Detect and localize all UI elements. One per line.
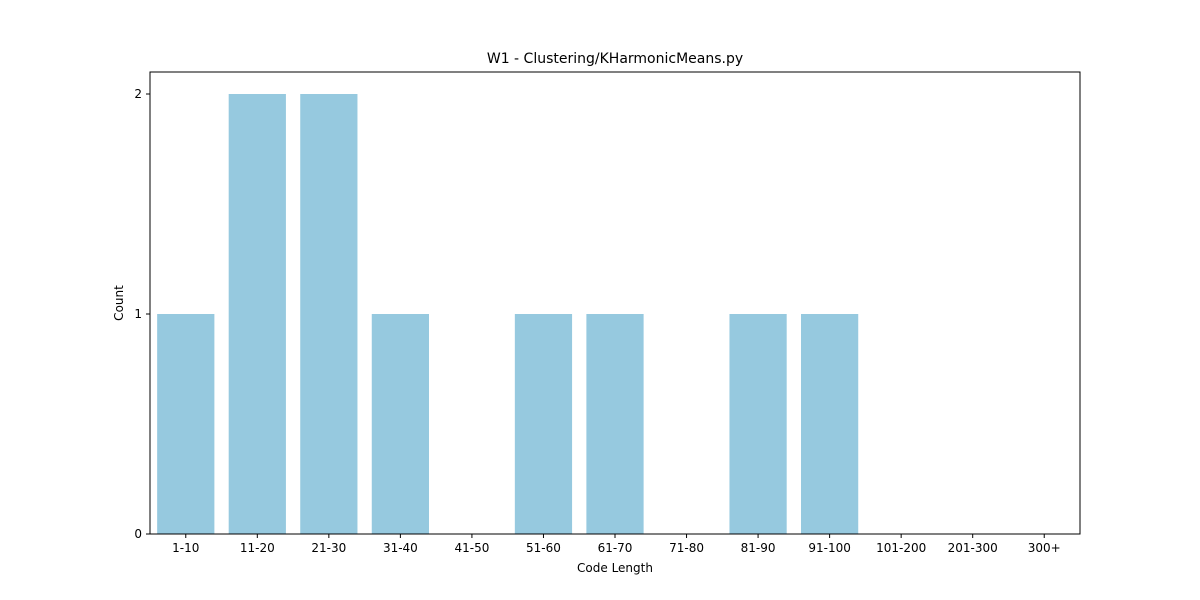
x-tick-label: 1-10 — [172, 541, 199, 555]
chart-title: W1 - Clustering/KHarmonicMeans.py — [487, 51, 743, 67]
y-axis-label: Count — [112, 285, 126, 321]
x-tick-label: 11-20 — [240, 541, 275, 555]
x-tick-label: 21-30 — [311, 541, 346, 555]
x-axis: 1-10 11-20 21-30 31-40 41-50 51-60 61-70 71-80 8… — [172, 534, 1061, 555]
x-tick-label: 300+ — [1028, 541, 1061, 555]
bar-31-40 — [371, 314, 429, 534]
bar-81-90 — [729, 314, 787, 534]
x-axis-label: Code Length — [577, 561, 653, 575]
y-axis: 0 1 2 — [134, 87, 150, 541]
bar-91-100 — [801, 314, 859, 534]
bar-21-30 — [300, 94, 358, 534]
bar-11-20 — [228, 94, 286, 534]
x-tick-label: 101-200 — [876, 541, 926, 555]
bar-61-70 — [586, 314, 644, 534]
y-tick-label: 2 — [134, 87, 142, 101]
bars-group — [157, 94, 859, 534]
x-tick-label: 71-80 — [669, 541, 704, 555]
x-tick-label: 201-300 — [948, 541, 998, 555]
x-tick-label: 91-100 — [808, 541, 851, 555]
x-tick-label: 51-60 — [526, 541, 561, 555]
y-tick-label: 0 — [134, 527, 142, 541]
x-tick-label: 41-50 — [454, 541, 489, 555]
x-tick-label: 81-90 — [741, 541, 776, 555]
y-tick-label: 1 — [134, 307, 142, 321]
bar-1-10 — [157, 314, 215, 534]
x-tick-label: 31-40 — [383, 541, 418, 555]
bar-51-60 — [514, 314, 573, 534]
x-tick-label: 61-70 — [598, 541, 633, 555]
